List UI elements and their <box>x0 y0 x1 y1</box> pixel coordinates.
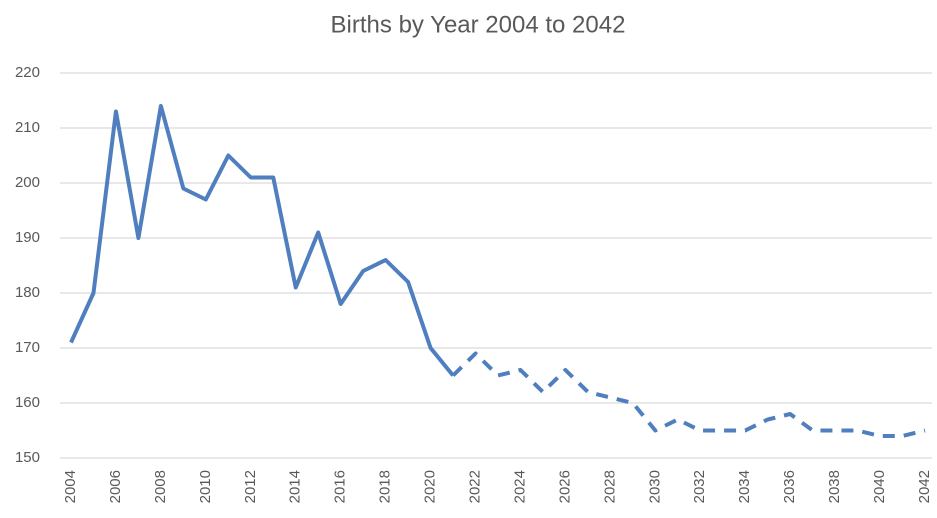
x-tick-label: 2022 <box>466 470 483 503</box>
y-tick-label: 190 <box>15 229 40 246</box>
x-tick-label: 2006 <box>107 470 124 503</box>
x-tick-label: 2026 <box>556 470 573 503</box>
x-tick-label: 2014 <box>287 470 304 503</box>
x-tick-label: 2024 <box>511 470 528 503</box>
x-tick-label: 2032 <box>691 470 708 503</box>
y-tick-label: 180 <box>15 284 40 301</box>
x-tick-label: 2018 <box>377 470 394 503</box>
line-series <box>69 104 455 377</box>
x-tick-label: 2038 <box>826 470 843 503</box>
line-series <box>451 351 926 438</box>
y-tick-label: 220 <box>15 64 40 81</box>
x-tick-label: 2034 <box>736 470 753 503</box>
y-tick-label: 150 <box>15 449 40 466</box>
y-tick-label: 200 <box>15 174 40 191</box>
chart-title: Births by Year 2004 to 2042 <box>331 11 626 38</box>
x-tick-label: 2012 <box>242 470 259 503</box>
x-tick-label: 2010 <box>197 470 214 503</box>
x-tick-label: 2016 <box>332 470 349 503</box>
x-tick-label: 2008 <box>152 470 169 503</box>
x-tick-label: 2028 <box>601 470 618 503</box>
y-tick-label: 210 <box>15 119 40 136</box>
y-tick-label: 170 <box>15 339 40 356</box>
x-tick-label: 2020 <box>422 470 439 503</box>
x-tick-label: 2004 <box>62 470 79 503</box>
x-tick-label: 2030 <box>646 470 663 503</box>
x-tick-label: 2042 <box>916 470 933 503</box>
x-tick-label: 2040 <box>871 470 888 503</box>
x-tick-label: 2036 <box>781 470 798 503</box>
y-tick-label: 160 <box>15 394 40 411</box>
